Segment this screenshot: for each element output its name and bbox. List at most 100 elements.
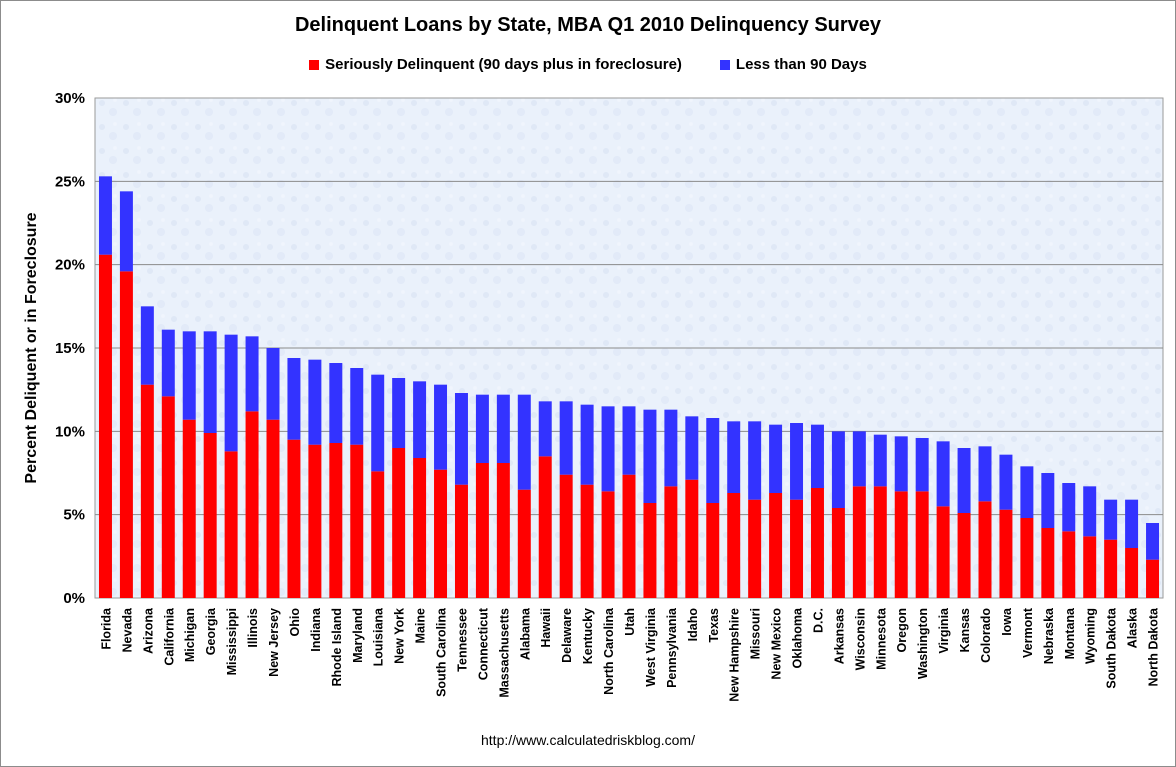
bar-serious-41 xyxy=(957,513,971,598)
y-tick-label: 20% xyxy=(55,257,85,274)
x-tick-label: Georgia xyxy=(204,607,218,655)
x-tick-label: South Carolina xyxy=(435,607,449,697)
bar-less90-3 xyxy=(161,329,175,397)
x-tick-label: Idaho xyxy=(686,608,700,642)
x-tick-label: Oklahoma xyxy=(791,607,805,668)
bar-serious-9 xyxy=(287,439,301,598)
bar-less90-26 xyxy=(643,409,657,503)
bar-less90-21 xyxy=(538,401,552,457)
bar-less90-16 xyxy=(434,384,448,470)
bar-serious-26 xyxy=(643,503,657,598)
bar-serious-40 xyxy=(936,506,950,598)
bar-less90-24 xyxy=(601,406,615,492)
bar-serious-20 xyxy=(517,489,531,598)
bar-less90-23 xyxy=(580,404,594,485)
legend-label-less90: Less than 90 Days xyxy=(735,56,867,73)
bar-serious-47 xyxy=(1083,536,1097,598)
bar-less90-41 xyxy=(957,448,971,513)
bar-serious-42 xyxy=(978,501,992,598)
x-tick-label: Rhode Island xyxy=(330,608,344,686)
bar-serious-3 xyxy=(161,396,175,598)
bar-serious-36 xyxy=(852,486,866,598)
legend: Seriously Delinquent (90 days plus in fo… xyxy=(0,56,1176,73)
bar-less90-27 xyxy=(664,409,678,487)
x-tick-label: Tennessee xyxy=(455,608,469,672)
x-tick-label: Montana xyxy=(1063,607,1077,659)
bar-serious-27 xyxy=(664,486,678,598)
bar-less90-9 xyxy=(287,358,301,440)
bar-less90-46 xyxy=(1062,483,1076,532)
y-tick-label: 30% xyxy=(55,90,85,107)
y-tick-label: 5% xyxy=(63,507,85,524)
x-tick-label: Alaska xyxy=(1126,607,1140,648)
bar-less90-0 xyxy=(98,176,112,255)
x-tick-label: Alabama xyxy=(518,607,532,660)
x-tick-label: D.C. xyxy=(811,608,825,633)
y-tick-label: 25% xyxy=(55,173,85,190)
bar-serious-30 xyxy=(727,493,741,598)
bar-less90-39 xyxy=(915,438,929,492)
bar-serious-7 xyxy=(245,411,259,598)
x-tick-label: Arizona xyxy=(141,607,155,654)
bar-less90-11 xyxy=(329,363,343,443)
y-tick-label: 10% xyxy=(55,423,85,440)
bar-serious-17 xyxy=(454,484,468,598)
x-tick-label: California xyxy=(162,607,176,666)
bar-serious-33 xyxy=(790,499,804,598)
x-tick-label: New Hampshire xyxy=(728,608,742,702)
bar-less90-15 xyxy=(413,381,427,458)
bar-serious-16 xyxy=(434,469,448,598)
bar-less90-25 xyxy=(622,406,636,475)
bar-serious-46 xyxy=(1062,531,1076,598)
bar-serious-24 xyxy=(601,491,615,598)
x-tick-label: Missouri xyxy=(749,608,763,659)
x-tick-label: Kentucky xyxy=(581,608,595,664)
x-tick-label: Delaware xyxy=(560,608,574,663)
bar-less90-38 xyxy=(894,436,908,492)
x-tick-label: Iowa xyxy=(1000,607,1014,636)
bar-less90-31 xyxy=(748,421,762,500)
bar-serious-49 xyxy=(1125,548,1139,598)
bar-serious-34 xyxy=(810,488,824,598)
x-tick-label: West Virginia xyxy=(644,607,658,687)
x-tick-label: Utah xyxy=(623,608,637,636)
x-tick-label: Florida xyxy=(99,607,113,650)
bar-less90-47 xyxy=(1083,486,1097,537)
bar-serious-6 xyxy=(224,451,238,598)
bar-less90-8 xyxy=(266,348,280,420)
bar-serious-25 xyxy=(622,474,636,598)
bar-less90-18 xyxy=(475,394,489,463)
x-tick-label: Arkansas xyxy=(832,608,846,664)
x-tick-label: Maine xyxy=(414,608,428,643)
bar-serious-2 xyxy=(140,384,154,598)
bar-serious-22 xyxy=(559,474,573,598)
bar-serious-21 xyxy=(538,456,552,598)
x-tick-label: Wyoming xyxy=(1084,608,1098,664)
x-tick-label: Massachusetts xyxy=(497,608,511,698)
bar-less90-32 xyxy=(769,424,783,493)
bar-less90-34 xyxy=(810,424,824,488)
bar-less90-14 xyxy=(392,378,406,448)
bar-serious-32 xyxy=(769,493,783,598)
y-tick-labels: 0% 5% 10% 15% 20% 25% 30% xyxy=(55,90,85,607)
bar-serious-5 xyxy=(203,433,217,598)
bar-less90-44 xyxy=(1020,466,1034,518)
bar-less90-33 xyxy=(790,423,804,500)
bar-less90-4 xyxy=(182,331,196,420)
bar-serious-14 xyxy=(392,448,406,598)
bar-serious-50 xyxy=(1146,559,1160,598)
x-tick-label: Maryland xyxy=(351,608,365,663)
bar-less90-49 xyxy=(1125,499,1139,548)
bar-serious-48 xyxy=(1104,539,1118,598)
x-tick-label: Nevada xyxy=(120,607,134,653)
bar-less90-20 xyxy=(517,394,531,490)
bar-serious-8 xyxy=(266,419,280,598)
x-tick-label: Louisiana xyxy=(372,607,386,666)
bar-serious-19 xyxy=(496,463,510,598)
bar-less90-22 xyxy=(559,401,573,475)
bars xyxy=(98,176,1160,598)
bar-less90-43 xyxy=(999,454,1013,510)
bar-less90-30 xyxy=(727,421,741,493)
x-tick-label: Wisconsin xyxy=(853,608,867,670)
bar-serious-13 xyxy=(371,471,385,598)
